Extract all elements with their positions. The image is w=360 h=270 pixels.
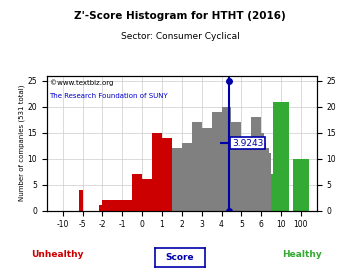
Bar [152, 133, 162, 211]
Bar [264, 143, 266, 211]
Text: Healthy: Healthy [283, 250, 322, 259]
Bar [172, 148, 182, 211]
Bar [102, 200, 112, 211]
Bar [269, 153, 271, 211]
Bar [112, 200, 122, 211]
Bar [241, 143, 251, 211]
Bar [266, 148, 269, 211]
Bar [231, 122, 241, 211]
Text: Score: Score [166, 253, 194, 262]
Text: The Research Foundation of SUNY: The Research Foundation of SUNY [50, 93, 168, 99]
Bar [276, 195, 279, 211]
Bar [192, 122, 202, 211]
Bar [202, 127, 212, 211]
Text: Z'-Score Histogram for HTHT (2016): Z'-Score Histogram for HTHT (2016) [74, 11, 286, 21]
Bar [99, 205, 102, 211]
Bar [142, 180, 152, 211]
Bar [271, 174, 274, 211]
Bar [212, 112, 221, 211]
Bar [293, 159, 309, 211]
Text: Sector: Consumer Cyclical: Sector: Consumer Cyclical [121, 32, 239, 41]
Bar [261, 133, 264, 211]
Bar [162, 138, 172, 211]
Bar [274, 180, 276, 211]
Bar [221, 107, 231, 211]
Bar [273, 102, 289, 211]
Bar [122, 200, 132, 211]
Text: Unhealthy: Unhealthy [31, 250, 84, 259]
Bar [78, 190, 81, 211]
Y-axis label: Number of companies (531 total): Number of companies (531 total) [18, 85, 25, 201]
Bar [132, 174, 142, 211]
Bar [182, 143, 192, 211]
Bar [279, 185, 281, 211]
Bar [251, 117, 261, 211]
Text: ©www.textbiz.org: ©www.textbiz.org [50, 80, 113, 86]
Text: 3.9243: 3.9243 [232, 139, 264, 148]
Bar [81, 190, 82, 211]
